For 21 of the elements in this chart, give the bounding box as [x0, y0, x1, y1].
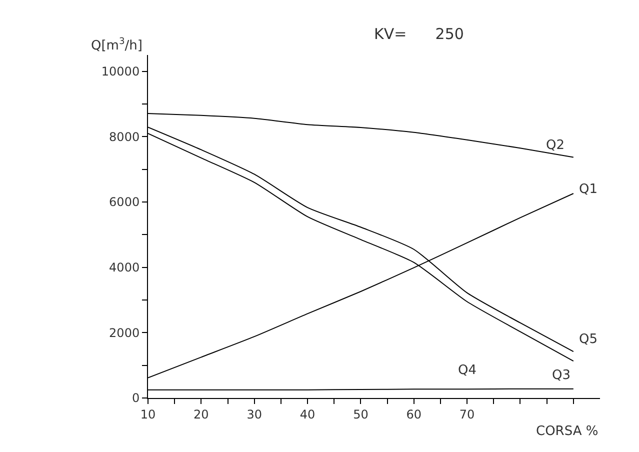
series-label: Q3	[552, 368, 571, 383]
y-tick-label: 6000	[109, 195, 140, 210]
x-tick-label: 20	[194, 407, 209, 422]
text: KV= 250	[374, 25, 464, 43]
x-tick-label: 50	[353, 407, 368, 422]
x-axis-title: CORSA %	[536, 424, 598, 439]
x-tick-label: 60	[406, 407, 422, 422]
x-tick-label: 10	[140, 407, 156, 422]
x-tick-label: 40	[300, 407, 316, 422]
y-tick-label: 0	[132, 391, 140, 406]
x-tick-label: 70	[459, 407, 475, 422]
y-tick-label: 4000	[109, 260, 140, 275]
x-tick-label: 30	[246, 407, 262, 422]
series-label: Q4	[458, 363, 477, 378]
y-axis-title: Q[m$^{3}$/h]	[91, 37, 142, 54]
y-tick-label: 2000	[109, 326, 140, 340]
series-label: Q5	[579, 332, 598, 347]
y-tick-label: 8000	[109, 130, 140, 144]
y-tick-label: 10000	[101, 64, 140, 79]
series-label: Q2	[546, 138, 565, 153]
series-label: Q1	[579, 182, 598, 197]
